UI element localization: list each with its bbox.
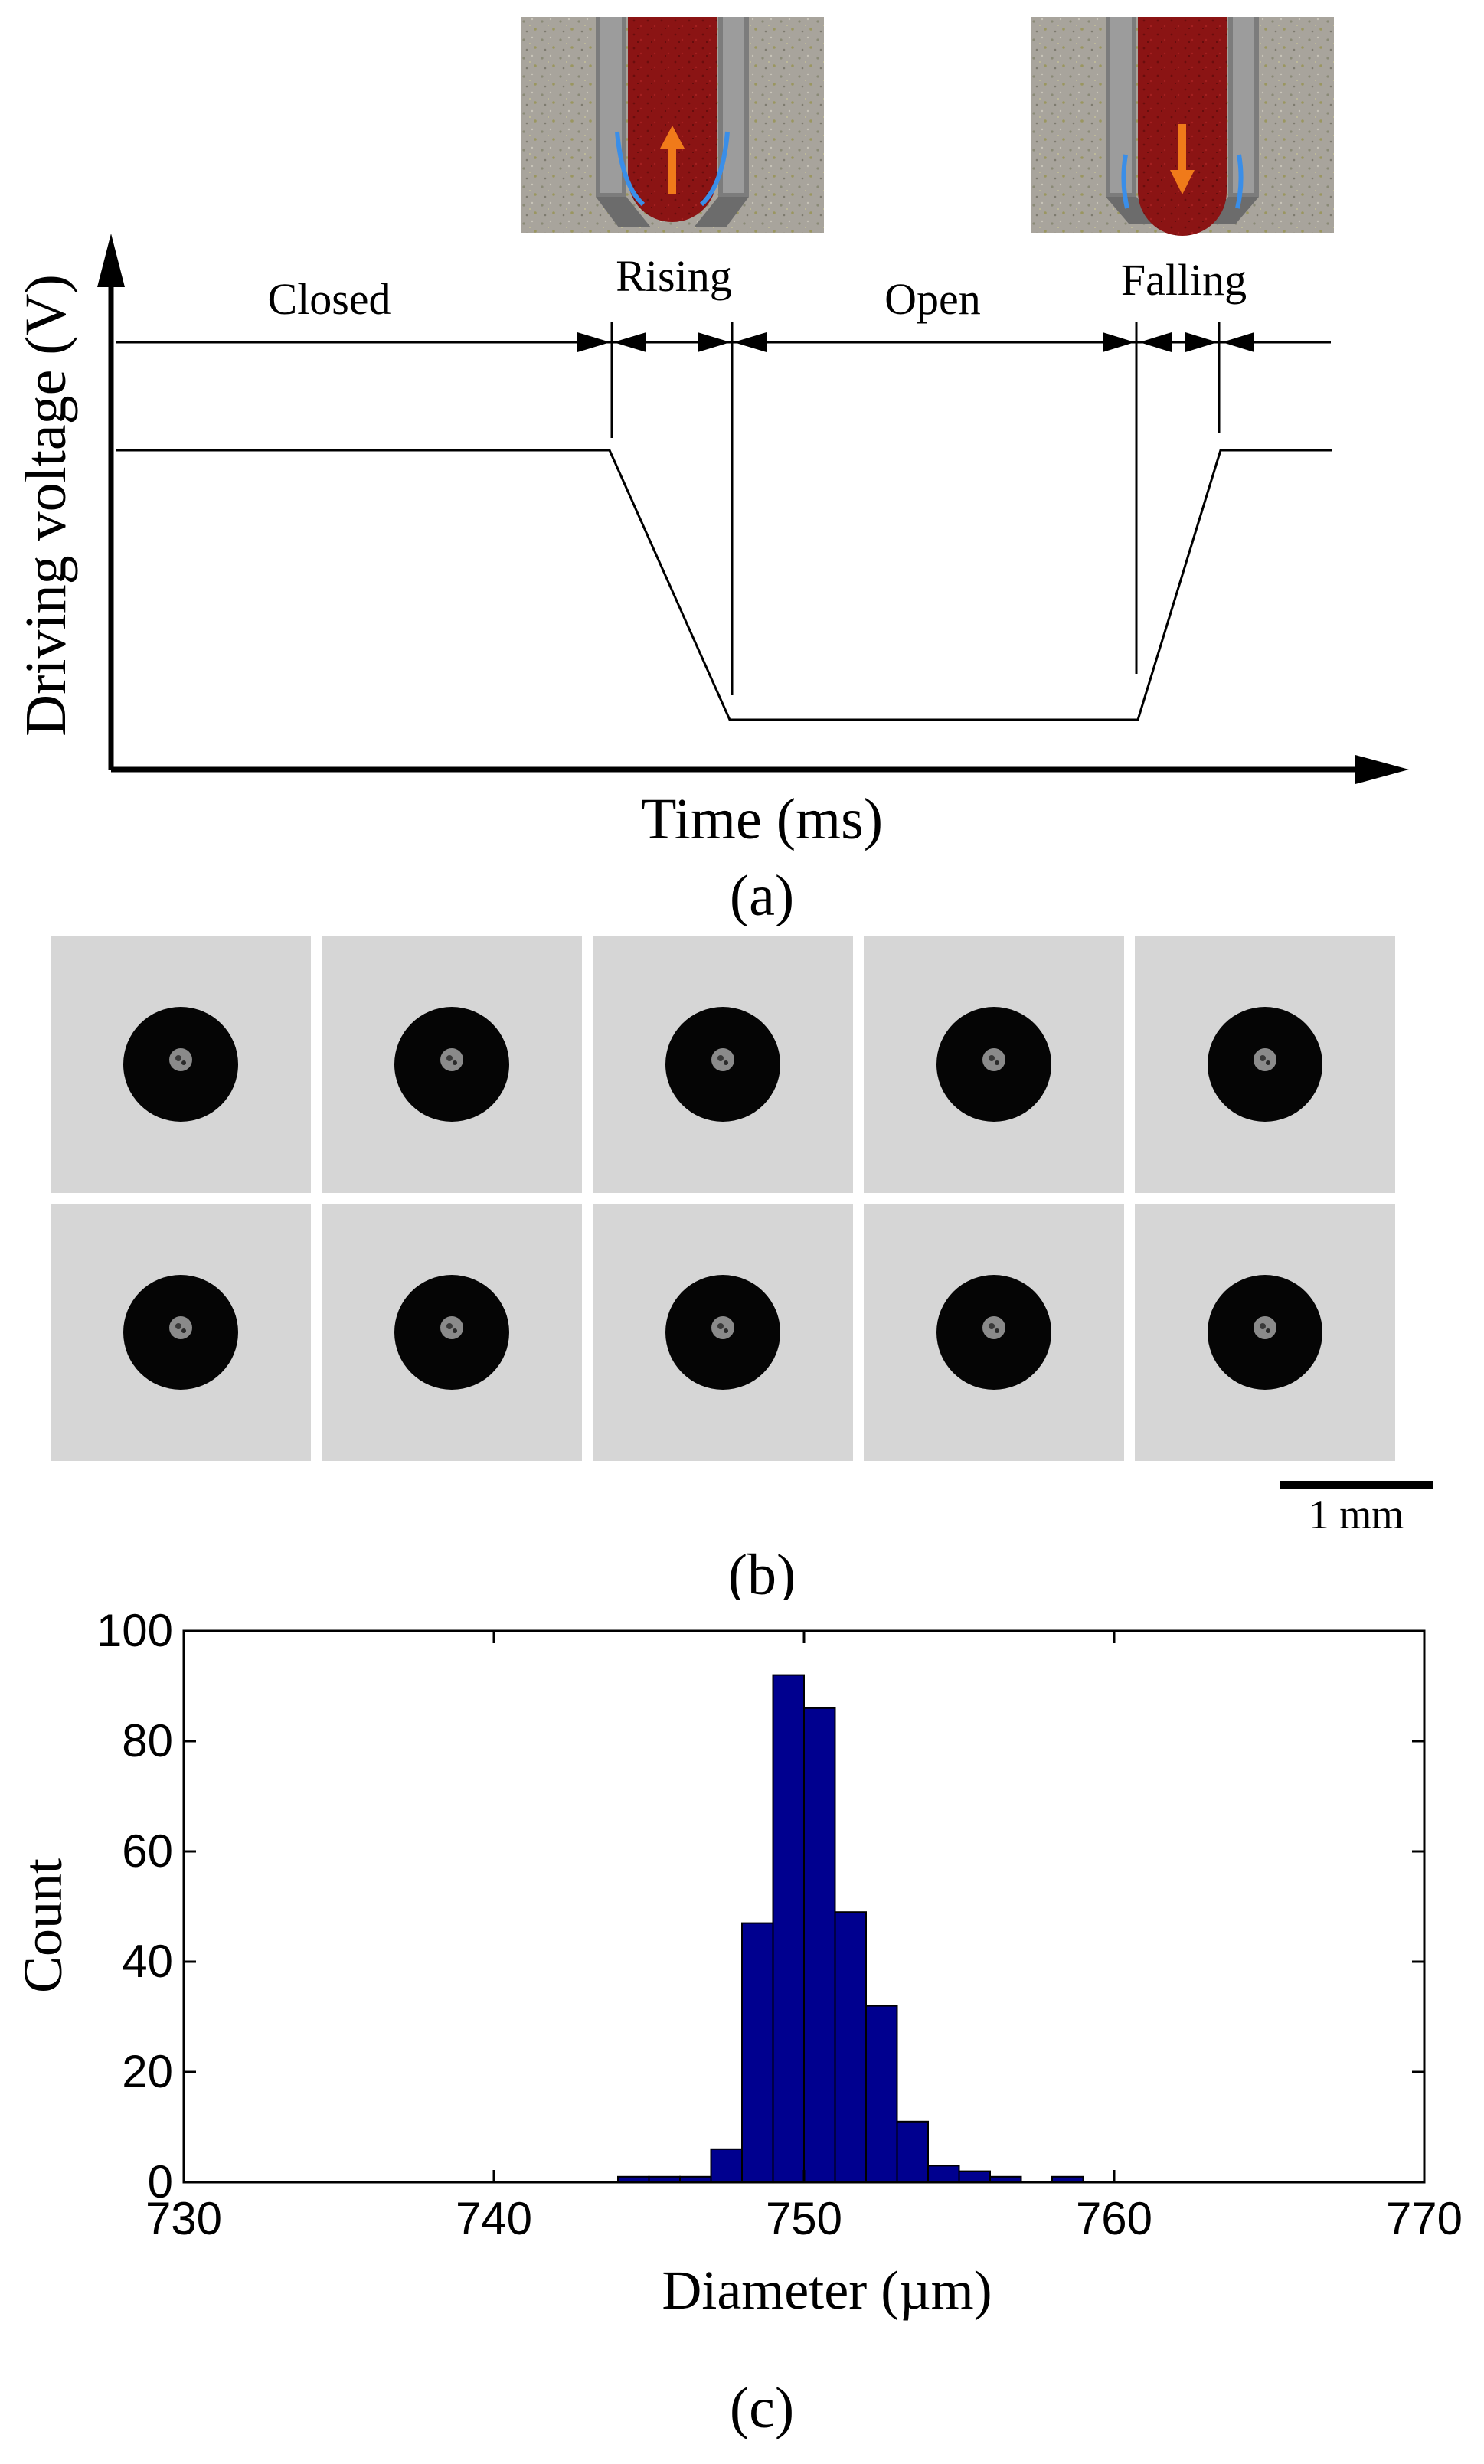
- droplet-image-5: [1135, 936, 1395, 1193]
- x-tick-label: 740: [456, 2193, 532, 2244]
- histogram-bar-8: [834, 1911, 867, 2183]
- rising-up-arrow-icon: [660, 126, 685, 194]
- droplet-image-2: [322, 936, 582, 1193]
- droplet-image-8: [593, 1204, 853, 1461]
- droplet-image-9: [864, 1204, 1124, 1461]
- scale-bar-label: 1 mm: [1309, 1492, 1404, 1538]
- falling-flow-arrows-icon: [1121, 154, 1244, 209]
- x-axis-arrow-icon: [1355, 755, 1409, 784]
- rising-inset-image: [521, 17, 824, 233]
- y-tick-label: 100: [96, 1605, 173, 1656]
- y-tick-label: 60: [122, 1825, 173, 1877]
- voltage-waveform: [116, 449, 1332, 721]
- droplet-image-10: [1135, 1204, 1395, 1461]
- timing-axes: [108, 257, 1371, 773]
- droplet-image-1: [51, 936, 311, 1193]
- histogram-axes: 730 740 750 760 770 0 20 40 60 80 100: [96, 1605, 1463, 2244]
- y-tick-label: 80: [122, 1715, 173, 1766]
- histogram-bar-11: [927, 2165, 960, 2184]
- rising-flow-arrows-icon: [615, 131, 730, 207]
- y-axis-arrow-icon: [97, 234, 125, 287]
- histogram-bar-9: [865, 2005, 898, 2183]
- phase-label-closed: Closed: [267, 274, 391, 324]
- panel-a-timing-diagram: Closed Rising Open Falling Driving volta…: [14, 17, 1409, 926]
- histogram-y-axis-label: Count: [12, 1858, 74, 1993]
- y-tick-label: 20: [122, 2046, 173, 2097]
- y-tick-label: 40: [122, 1936, 173, 1987]
- phase-label-rising: Rising: [616, 251, 732, 301]
- phase-label-open: Open: [884, 274, 981, 324]
- x-tick-label: 760: [1076, 2193, 1152, 2244]
- histogram-x-axis-label: Diameter (µm): [662, 2260, 992, 2321]
- histogram-bar-6: [772, 1674, 805, 2184]
- droplet-image-3: [593, 936, 853, 1193]
- droplet-image-grid: [51, 936, 1395, 1461]
- falling-down-arrow-icon: [1170, 124, 1195, 194]
- y-axis-label: Driving voltage (V): [14, 274, 78, 737]
- x-tick-label: 770: [1386, 2193, 1463, 2244]
- phase-marker-line: [116, 322, 1331, 695]
- panel-b-droplet-images: 1 mm (b): [51, 936, 1433, 1600]
- histogram-bar-4: [710, 2148, 743, 2183]
- droplet-image-4: [864, 936, 1124, 1193]
- droplet-image-6: [51, 1204, 311, 1461]
- histogram-bars: [617, 1674, 1084, 2184]
- histogram-bar-12: [958, 2170, 991, 2183]
- panel-a-caption: (a): [730, 864, 794, 926]
- panel-c-caption: (c): [730, 2376, 794, 2440]
- falling-inset-image: [1031, 17, 1334, 236]
- phase-label-falling: Falling: [1121, 255, 1247, 305]
- scale-bar: 1 mm: [1280, 1481, 1433, 1538]
- histogram-bar-7: [803, 1707, 836, 2184]
- phase-marker-arrowheads: [577, 332, 1254, 352]
- panel-b-caption: (b): [728, 1543, 796, 1600]
- x-tick-label: 730: [145, 2193, 222, 2244]
- panel-c-histogram: 730 740 750 760 770 0 20 40 60 80 100 Diameter (µm…: [12, 1605, 1463, 2440]
- y-tick-label: 0: [148, 2156, 173, 2207]
- x-axis-label: Time (ms): [641, 787, 883, 851]
- droplet-image-7: [322, 1204, 582, 1461]
- x-tick-label: 750: [766, 2193, 842, 2244]
- histogram-bar-10: [896, 2120, 929, 2183]
- histogram-bar-5: [741, 1922, 774, 2183]
